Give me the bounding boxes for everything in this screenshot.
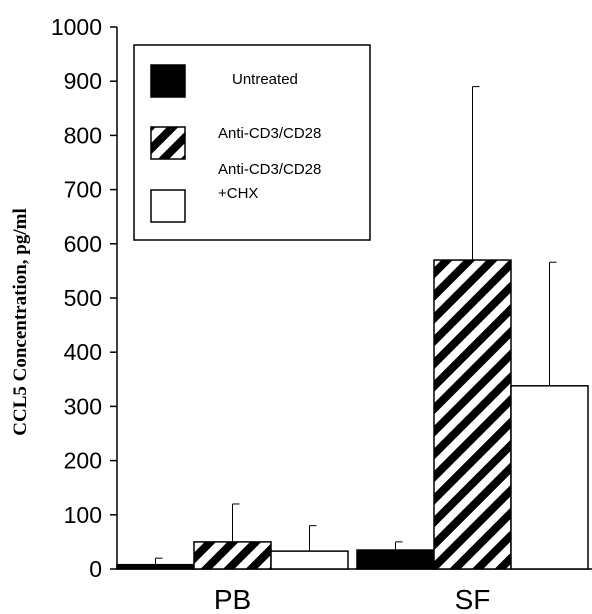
legend-label-2-line-1: +CHX [218,185,258,202]
y-tick-label-600: 600 [64,231,102,257]
x-category-label-SF: SF [455,584,491,614]
legend-label-2-line-0: Anti-CD3/CD28 [218,161,321,178]
y-tick-label-1000: 1000 [51,14,102,40]
y-tick-label-500: 500 [64,285,102,311]
bar-SF-1 [433,259,512,570]
y-tick-label-700: 700 [64,177,102,203]
legend-swatch-1 [150,126,186,160]
bar-PB-1 [193,541,272,570]
bar-SF-2 [510,385,589,570]
y-axis-title: CCL5 Concentration, pg/ml [10,208,31,435]
bar-PB-2 [270,550,349,570]
y-tick-label-400: 400 [64,339,102,365]
y-tick-label-300: 300 [64,393,102,419]
x-category-label-PB: PB [214,584,251,614]
y-tick-label-900: 900 [64,68,102,94]
y-tick-label-200: 200 [64,448,102,474]
bar-SF-0 [356,549,435,570]
y-tick-label-0: 0 [89,556,102,582]
legend-label-0: Untreated [232,71,298,88]
legend-label-1: Anti-CD3/CD28 [218,125,321,142]
legend-swatch-2 [150,189,186,223]
bar-PB-0 [116,563,195,570]
legend-swatch-0 [150,64,186,98]
y-tick-label-800: 800 [64,122,102,148]
y-tick-label-100: 100 [64,502,102,528]
